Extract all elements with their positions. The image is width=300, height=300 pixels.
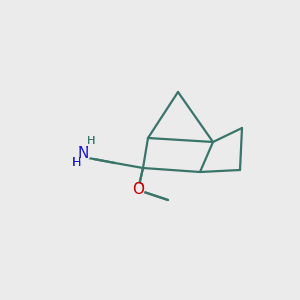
Circle shape [76,147,90,161]
Text: O: O [132,182,144,197]
Text: H: H [71,155,81,169]
Text: O: O [132,182,144,197]
Text: N: N [77,146,89,161]
Text: N: N [77,146,89,161]
Circle shape [132,184,144,196]
Text: H: H [71,155,81,169]
Text: H: H [87,136,95,146]
Text: H: H [87,136,95,146]
